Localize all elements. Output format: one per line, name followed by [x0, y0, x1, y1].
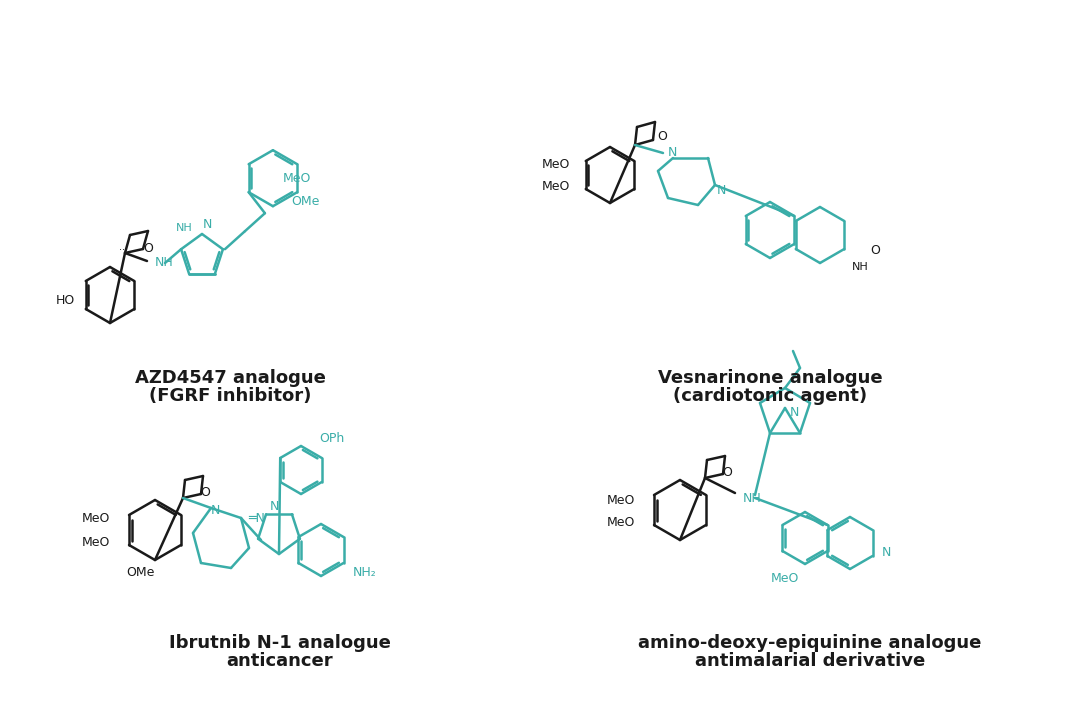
Text: (cardiotonic agent): (cardiotonic agent) [673, 387, 867, 405]
Text: MeO: MeO [82, 535, 110, 549]
Text: NH₂: NH₂ [353, 566, 376, 578]
Text: NH: NH [852, 262, 869, 272]
Text: MeO: MeO [82, 512, 110, 525]
Text: NH: NH [155, 256, 174, 270]
Text: N: N [716, 184, 725, 196]
Text: AZD4547 analogue: AZD4547 analogue [135, 369, 326, 387]
Text: O: O [657, 131, 667, 143]
Text: N: N [210, 503, 220, 517]
Text: N: N [270, 500, 279, 513]
Text: MeO: MeO [607, 515, 635, 529]
Text: O: O [201, 486, 210, 498]
Text: OPh: OPh [319, 431, 344, 445]
Text: NH: NH [176, 223, 192, 233]
Text: Ibrutnib N-1 analogue: Ibrutnib N-1 analogue [169, 634, 391, 652]
Text: (FGRF inhibitor): (FGRF inhibitor) [149, 387, 312, 405]
Text: MeO: MeO [607, 493, 635, 506]
Text: antimalarial derivative: antimalarial derivative [695, 652, 925, 670]
Text: O: O [870, 244, 880, 256]
Text: O: O [143, 241, 153, 254]
Text: N: N [882, 546, 892, 559]
Text: ═N: ═N [249, 512, 265, 525]
Text: NH: NH [743, 491, 762, 505]
Text: ···: ··· [119, 245, 127, 255]
Text: Vesnarinone analogue: Vesnarinone analogue [658, 369, 882, 387]
Text: MeO: MeO [541, 159, 570, 172]
Text: amino-deoxy-epiquinine analogue: amino-deoxy-epiquinine analogue [638, 634, 982, 652]
Text: MeO: MeO [541, 181, 570, 193]
Text: O: O [722, 465, 732, 479]
Text: MeO: MeO [284, 172, 312, 185]
Text: MeO: MeO [771, 571, 799, 585]
Text: HO: HO [56, 294, 75, 306]
Text: N: N [668, 147, 677, 160]
Text: N: N [790, 407, 800, 419]
Text: OMe: OMe [291, 195, 319, 208]
Text: anticancer: anticancer [226, 652, 333, 670]
Text: N: N [203, 217, 211, 230]
Text: OMe: OMe [126, 566, 154, 578]
